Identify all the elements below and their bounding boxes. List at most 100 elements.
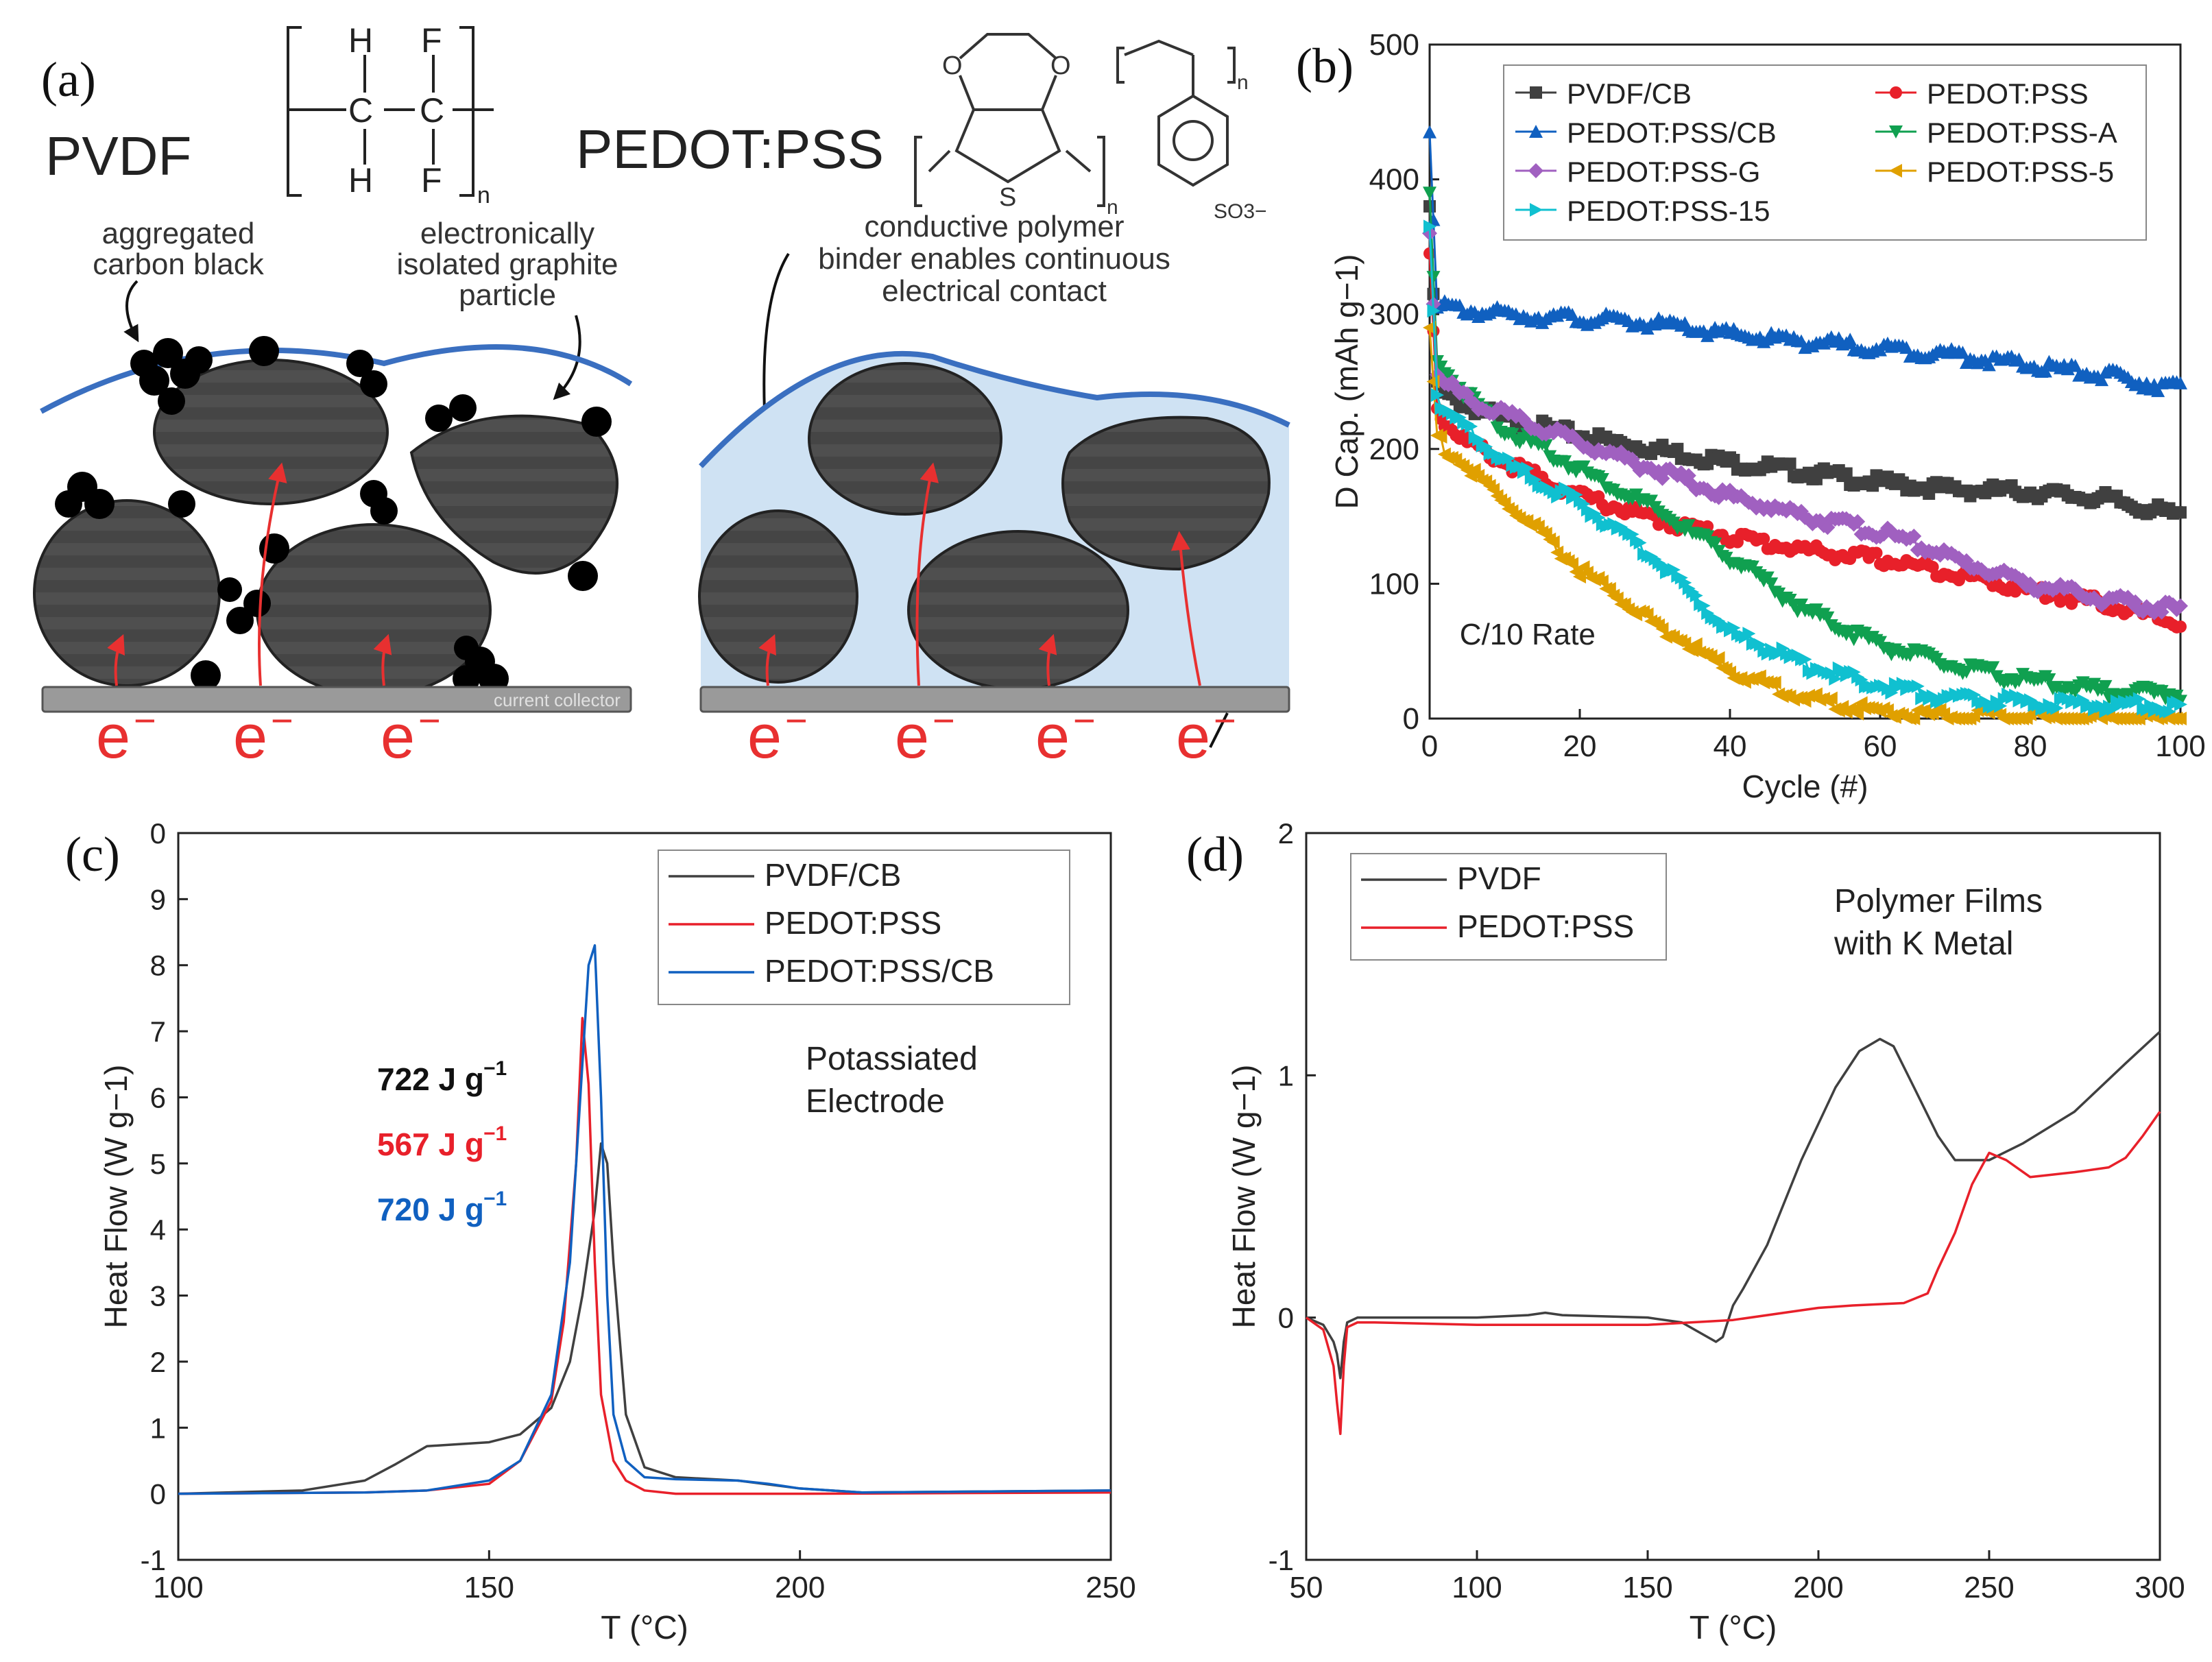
data-point — [1708, 538, 1722, 551]
graphite-particle — [256, 523, 492, 697]
y-tick-label: 3 — [150, 1280, 166, 1312]
data-point — [1681, 519, 1696, 533]
legend-marker — [1889, 164, 1902, 178]
y-tick-label: -1 — [1269, 1544, 1294, 1576]
y-tick-label: 500 — [1369, 28, 1419, 62]
x-tick-label: 150 — [1622, 1571, 1672, 1604]
data-point — [1896, 677, 1910, 691]
panel-d-label: (d) — [1186, 827, 1244, 882]
legend-marker — [1889, 125, 1903, 138]
data-point — [1565, 557, 1579, 571]
energy-value: 567 J g — [377, 1127, 484, 1162]
pvdf-f-top: F — [421, 21, 442, 60]
arrow-carbon — [123, 280, 139, 343]
data-point — [1712, 614, 1726, 628]
x-tick-label: 0 — [1421, 730, 1438, 763]
data-point — [1982, 358, 1996, 372]
data-point — [1689, 637, 1703, 651]
electron-label: e — [233, 703, 267, 768]
data-point — [1923, 487, 1936, 500]
data-point — [2120, 590, 2136, 605]
electron-label: e — [1176, 703, 1210, 768]
data-point — [2174, 376, 2187, 389]
x-tick-label: 50 — [1290, 1571, 1323, 1604]
x-tick-label: 300 — [2135, 1571, 2185, 1604]
y-tick-label: 0 — [1278, 1302, 1294, 1334]
data-point — [1906, 529, 1922, 544]
panel-a-label: (a) — [41, 52, 96, 107]
legend-label: PVDF — [1457, 860, 1541, 896]
data-point — [1855, 673, 1868, 687]
graphite-particle — [808, 362, 1002, 516]
legend-label: PEDOT:PSS-15 — [1567, 195, 1770, 227]
data-point — [1876, 526, 1892, 542]
data-point — [1513, 459, 1527, 474]
legend: PVDF/CB PEDOT:PSS PEDOT:PSS/CB PEDOT:PSS-A P… — [1503, 64, 2147, 241]
ann-carbon-line1: aggregated — [102, 217, 255, 250]
isolated-graphite-particle — [409, 414, 618, 575]
data-point — [1592, 510, 1606, 525]
x-tick-label: 100 — [2155, 730, 2205, 763]
data-point — [1772, 587, 1786, 601]
energy-label: 720 J g −1 — [377, 1188, 507, 1227]
pvdf-f-bot: F — [421, 161, 442, 200]
data-point — [1580, 503, 1594, 517]
data-point — [1602, 581, 1616, 596]
data-point — [1783, 457, 1796, 470]
data-point — [1801, 512, 1816, 528]
data-point — [2151, 384, 2165, 398]
panel-a-graphic: (a) PVDF H F C C H F n PEDOT:PSS O O S — [33, 21, 1290, 771]
x-axis-label: T (°C) — [1690, 1610, 1777, 1646]
series-PEDOT:PSS-G — [1422, 226, 2188, 621]
electron-path — [758, 634, 776, 686]
data-point — [1640, 607, 1654, 621]
data-point — [1932, 547, 1948, 563]
legend-label: PEDOT:PSS — [765, 905, 941, 941]
chart-b: (b) 0 20 40 60 80 100 0 100 200 300 400 500 Cycle (#)… — [1296, 28, 2206, 804]
graphite-particle — [907, 530, 1129, 690]
data-point — [1426, 271, 1441, 285]
series-PVDF/CB — [178, 1142, 1111, 1495]
data-point — [1528, 472, 1542, 487]
pvdf-n: n — [477, 182, 490, 208]
pvdf-h-bot: H — [348, 161, 373, 200]
legend-box — [1503, 64, 2147, 241]
data-point — [1667, 563, 1681, 577]
electron-path — [1038, 634, 1057, 686]
legend-label: PEDOT:PSS — [1927, 77, 2089, 110]
electron-sup: − — [933, 699, 955, 742]
panel-c: (c) 100 150 200 250 -1 0 1 2 3 4 5 6 7 8 9 0 T (°C) Heat F… — [0, 816, 1138, 1659]
current-collector-left — [41, 686, 632, 713]
y-tick-label: 9 — [150, 883, 166, 915]
energy-sup: −1 — [483, 1122, 507, 1145]
data-point — [1626, 527, 1639, 542]
data-point — [1633, 535, 1647, 550]
data-point — [1829, 672, 1842, 686]
x-axis-label: Cycle (#) — [1742, 769, 1868, 804]
x-tick-label: 200 — [1793, 1571, 1843, 1604]
x-tick-label: 150 — [464, 1571, 514, 1604]
pedot-s: S — [999, 183, 1016, 212]
pedot-structure — [914, 33, 1236, 207]
x-tick-label: 100 — [1452, 1571, 1502, 1604]
legend-label: PVDF/CB — [765, 857, 901, 893]
series-PEDOT:PSS/CB — [178, 944, 1111, 1495]
data-point — [2174, 697, 2187, 712]
data-point — [1820, 520, 1836, 535]
panel-b-label: (b) — [1296, 38, 1354, 93]
data-point — [1650, 463, 1666, 479]
legend-label: PEDOT:PSS — [1457, 908, 1634, 944]
data-point — [1967, 688, 1981, 702]
data-point — [1715, 482, 1731, 498]
data-point — [1546, 425, 1561, 441]
electron-label: e — [895, 703, 929, 768]
electron-sup: − — [271, 699, 293, 742]
data-point — [1423, 219, 1436, 234]
y-tick-label: 100 — [1369, 567, 1419, 601]
data-point — [1840, 467, 1853, 480]
data-point — [2174, 506, 2187, 519]
data-point — [1427, 304, 1441, 318]
pedot-title: PEDOT:PSS — [576, 119, 884, 180]
legend-box — [1350, 853, 1667, 961]
data-point — [1914, 540, 1930, 556]
